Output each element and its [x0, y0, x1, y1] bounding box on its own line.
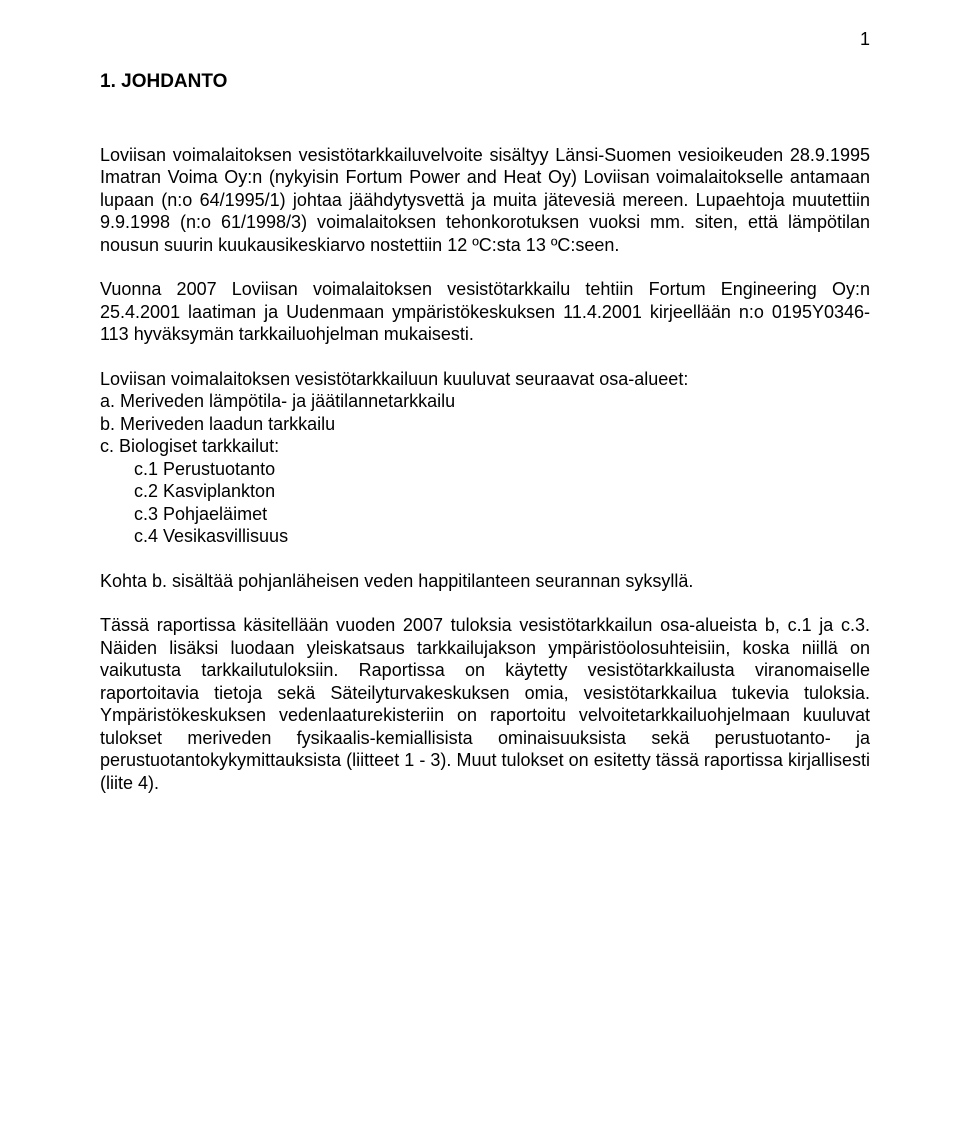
list-intro: Loviisan voimalaitoksen vesistötarkkailu… [100, 368, 870, 391]
paragraph-1: Loviisan voimalaitoksen vesistötarkkailu… [100, 144, 870, 257]
list-item-b: b. Meriveden laadun tarkkailu [100, 413, 870, 436]
list-item-c3: c.3 Pohjaeläimet [100, 503, 870, 526]
page-number: 1 [860, 28, 870, 51]
list-item-c2: c.2 Kasviplankton [100, 480, 870, 503]
section-heading: 1. JOHDANTO [100, 70, 870, 94]
paragraph-2: Vuonna 2007 Loviisan voimalaitoksen vesi… [100, 278, 870, 346]
paragraph-4: Tässä raportissa käsitellään vuoden 2007… [100, 614, 870, 794]
list-item-c4: c.4 Vesikasvillisuus [100, 525, 870, 548]
list-item-a: a. Meriveden lämpötila- ja jäätilannetar… [100, 390, 870, 413]
list-item-c: c. Biologiset tarkkailut: [100, 435, 870, 458]
osa-alueet-list: Loviisan voimalaitoksen vesistötarkkailu… [100, 368, 870, 548]
paragraph-3: Kohta b. sisältää pohjanläheisen veden h… [100, 570, 870, 593]
list-item-c1: c.1 Perustuotanto [100, 458, 870, 481]
